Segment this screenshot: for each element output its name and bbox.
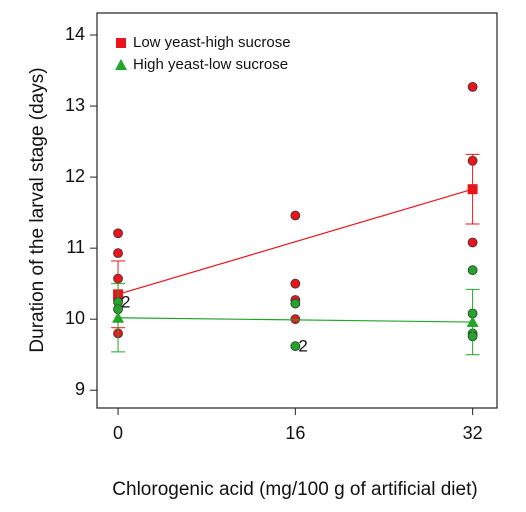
overlap-count: 2 [121, 293, 130, 312]
x-tick-label: 0 [113, 423, 123, 443]
data-point [290, 341, 301, 352]
y-axis-label: Duration of the larval stage (days) [27, 67, 48, 352]
data-point [113, 248, 123, 259]
data-point [467, 265, 478, 276]
y-tick-label: 14 [65, 24, 85, 44]
trend-line [118, 317, 473, 323]
data-point [290, 298, 301, 309]
trend-line [117, 188, 473, 295]
mean-marker [112, 311, 125, 323]
y-tick-label: 12 [65, 166, 85, 186]
data-point [290, 210, 301, 221]
plot-frame [96, 12, 498, 409]
y-tick-label: 9 [75, 379, 85, 399]
y-tick-label: 11 [66, 237, 85, 257]
data-point [290, 278, 301, 289]
x-tick-label: 32 [463, 423, 483, 443]
mean-marker [467, 184, 478, 195]
overlap-count: 2 [298, 337, 307, 356]
data-point [113, 228, 123, 239]
y-tick-label: 10 [65, 308, 85, 328]
legend-label: High yeast-low sucrose [133, 56, 288, 73]
legend-label: Low yeast-high sucrose [133, 34, 291, 51]
x-axis-label: Chlorogenic acid (mg/100 g of artificial… [112, 479, 477, 500]
mean-marker [466, 316, 479, 328]
legend-marker [115, 59, 127, 70]
legend-marker [116, 38, 126, 48]
data-point [467, 81, 478, 92]
x-tick-label: 16 [285, 423, 305, 443]
data-point [467, 237, 478, 248]
data-point [290, 314, 301, 325]
y-tick-label: 13 [65, 95, 85, 115]
